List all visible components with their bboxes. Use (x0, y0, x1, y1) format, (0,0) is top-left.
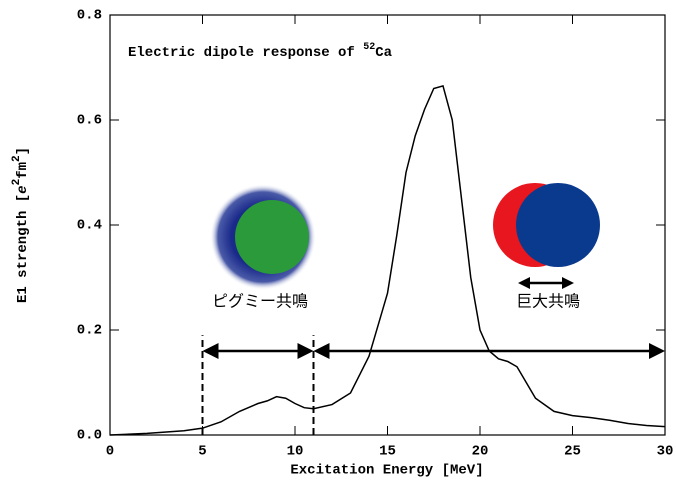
title-text: Electric dipole response of (128, 45, 363, 61)
arrow-head (649, 343, 665, 359)
chart-title: Electric dipole response of 52Ca (128, 42, 393, 61)
x-tick-label: 10 (287, 444, 304, 460)
title-text: Ca (375, 45, 392, 61)
x-tick-label: 20 (472, 444, 489, 460)
y-axis-label: E1 strength [e2fm2] (11, 147, 31, 303)
y-tick-label: 0.6 (77, 113, 102, 129)
y-label-text: E1 strength [ (15, 194, 31, 303)
data-line (110, 86, 665, 435)
x-tick-label: 5 (198, 444, 206, 460)
giant-label: 巨大共鳴 (516, 292, 580, 311)
arrow-head (298, 343, 314, 359)
chart: Electric dipole response of 52Ca Excitat… (0, 0, 676, 486)
arrow-head (518, 277, 530, 289)
y-tick-label: 0.8 (77, 8, 102, 24)
y-tick-label: 0.2 (77, 323, 102, 339)
y-tick-label: 0.4 (77, 218, 102, 234)
pygmy-core (235, 200, 309, 274)
arrow-head (562, 277, 574, 289)
y-label-text: e (15, 185, 31, 193)
y-label-sup: 2 (11, 179, 23, 186)
y-label-text: fm (15, 162, 31, 179)
pygmy-label: ピグミー共鳴 (212, 292, 308, 311)
x-axis-label: Excitation Energy [MeV] (290, 463, 483, 479)
x-tick-label: 0 (106, 444, 114, 460)
title-sup: 52 (363, 42, 375, 53)
y-tick-label: 0.0 (77, 428, 102, 444)
x-tick-label: 30 (657, 444, 674, 460)
arrow-head (203, 343, 219, 359)
y-label-text: ] (15, 147, 31, 155)
arrow-head (314, 343, 330, 359)
neutron-sphere (516, 183, 600, 267)
x-tick-label: 25 (564, 444, 581, 460)
x-tick-label: 15 (379, 444, 396, 460)
y-label-sup: 2 (11, 155, 23, 162)
